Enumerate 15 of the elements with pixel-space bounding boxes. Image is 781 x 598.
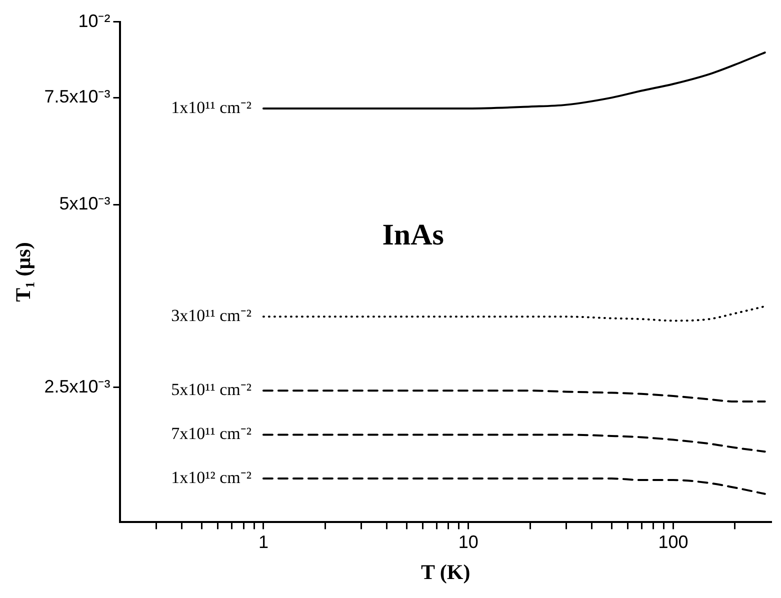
y-tick-label: 7.5x10⁻³ bbox=[44, 86, 110, 107]
y-tick-label: 10⁻² bbox=[78, 10, 110, 31]
series-label: 1x10¹¹ cm⁻² bbox=[171, 98, 252, 117]
x-tick-label: 100 bbox=[658, 532, 688, 552]
y-axis-title: T₁ (µs) bbox=[11, 242, 36, 302]
x-tick-label: 1 bbox=[258, 532, 268, 552]
annotation: InAs bbox=[382, 218, 444, 252]
series-label: 1x10¹² cm⁻² bbox=[171, 468, 252, 488]
series-label: 7x10¹¹ cm⁻² bbox=[171, 424, 252, 444]
y-tick-label: 5x10⁻³ bbox=[59, 194, 110, 214]
series-label: 3x10¹¹ cm⁻² bbox=[171, 306, 252, 326]
series-label: 5x10¹¹ cm⁻² bbox=[171, 380, 252, 400]
x-axis-title: T (K) bbox=[421, 560, 470, 584]
y-tick-label: 2.5x10⁻³ bbox=[44, 376, 110, 396]
x-tick-label: 10 bbox=[458, 532, 478, 552]
